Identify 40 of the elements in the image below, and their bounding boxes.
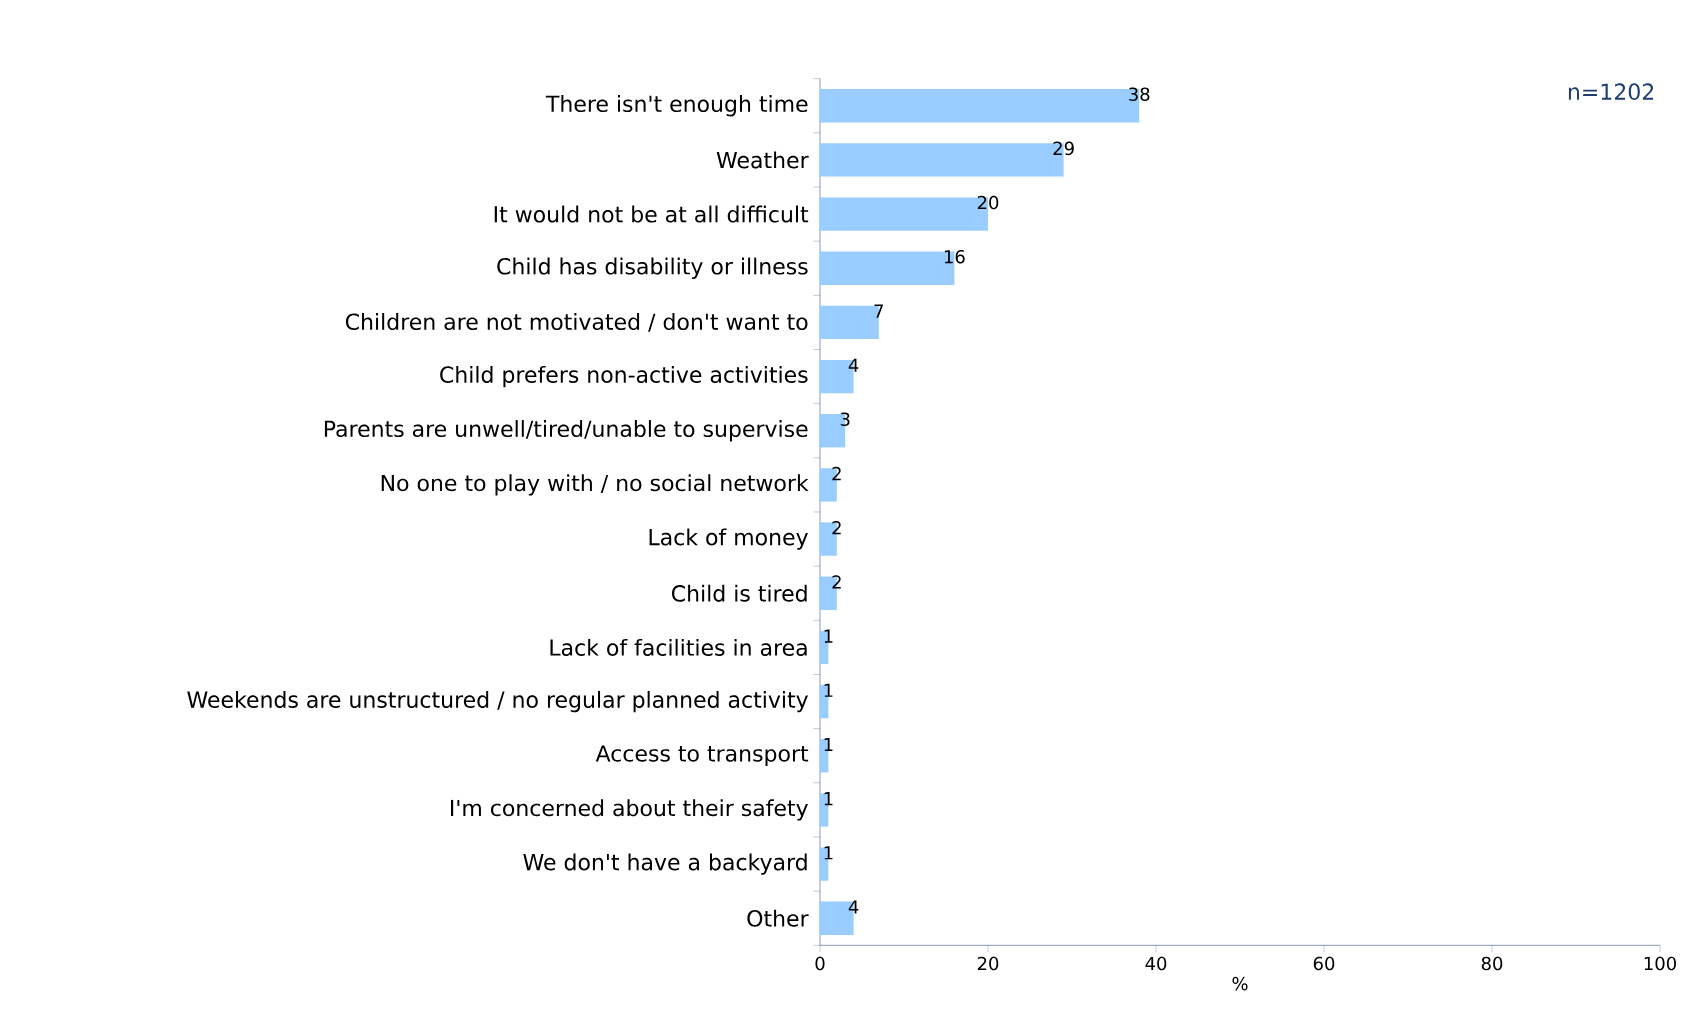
y-tick-label: Parents are unwell/tired/unable to supervise (324, 420, 808, 442)
data-label: 1 (824, 792, 833, 806)
x-tick-label: 100 (1644, 956, 1676, 971)
x-axis-title: % (1232, 976, 1248, 991)
x-tick-label: 80 (1481, 956, 1503, 971)
y-tick-label: Lack of facilities in area (550, 639, 807, 657)
y-tick-label: Children are not motivated / don't want to (345, 313, 808, 332)
data-label: 20 (977, 195, 999, 210)
data-label: 1 (824, 683, 833, 698)
y-tick-label: No one to play with / no social network (381, 474, 809, 496)
data-label: 4 (848, 358, 859, 373)
data-label: 38 (1129, 87, 1150, 102)
data-label: 2 (832, 575, 841, 589)
y-tick-label: Child prefers non-active activities (440, 366, 808, 388)
y-tick-label: Lack of money (649, 528, 808, 550)
x-tick-label: 0 (815, 956, 825, 971)
data-label: 3 (840, 412, 850, 427)
y-tick-label: We don't have a backyard (523, 853, 807, 875)
data-label: 2 (832, 467, 841, 481)
data-label: 7 (874, 304, 883, 318)
data-label: 1 (824, 629, 833, 643)
x-tick-label: 40 (1145, 956, 1167, 971)
data-label: 16 (944, 250, 965, 264)
data-label: 1 (824, 846, 833, 860)
data-label: 29 (1053, 141, 1074, 156)
y-tick-label: Weather (716, 151, 809, 169)
y-tick-label: Child has disability or illness (497, 257, 808, 280)
y-tick-label: There isn't enough time (545, 95, 808, 117)
x-tick-label: 20 (977, 956, 999, 971)
data-label: 2 (832, 521, 841, 535)
data-label: 4 (848, 900, 859, 914)
data-label: 1 (824, 738, 833, 752)
x-tick-label: 60 (1313, 956, 1335, 971)
y-tick-label: Other (747, 909, 809, 927)
annotation: n=1202 (1568, 83, 1654, 101)
y-tick-label: Access to transport (595, 745, 809, 767)
y-tick-label: I'm concerned about their safety (451, 799, 808, 821)
y-tick-label: It would not be at all difficult (494, 205, 809, 223)
y-tick-label: Weekends are unstructured / no regular planned activity (187, 691, 808, 713)
y-tick-label: Child is tired (672, 584, 807, 602)
